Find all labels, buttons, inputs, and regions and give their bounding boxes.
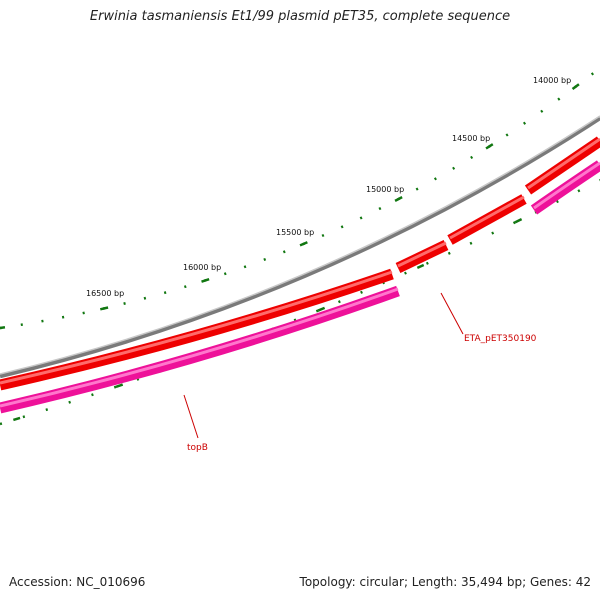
forward-gene-eta — [395, 240, 449, 273]
forward-gene-3-highlight — [449, 195, 525, 240]
map-title: Erwinia tasmaniensis Et1/99 plasmid pET3… — [89, 9, 511, 24]
scale-label-16500: 16500 bp — [86, 289, 124, 298]
forward-gene-3 — [447, 194, 527, 245]
reverse-gene-2 — [530, 160, 600, 215]
forward-gene-4 — [524, 136, 600, 195]
scale-label-14500: 14500 bp — [452, 134, 490, 143]
reverse-gene-topB — [0, 285, 400, 414]
topb-callout-line — [183, 394, 199, 439]
scale-label-14000: 14000 bp — [533, 76, 571, 85]
scale-label-15000: 15000 bp — [366, 185, 404, 194]
reverse-gene-2-highlight — [533, 161, 600, 210]
scale-label-16000: 16000 bp — [183, 263, 221, 272]
backbone — [0, 116, 600, 379]
backbone-highlight — [0, 115, 600, 375]
inner-tick-ring-major — [0, 178, 600, 426]
gene-label-eta: ETA_pET350190 — [464, 334, 537, 344]
forward-gene-1-highlight — [0, 270, 393, 385]
reverse-gene-topB-highlight — [0, 287, 399, 408]
gene-label-topb: topB — [187, 443, 208, 453]
sequence-stats: Topology: circular; Length: 35,494 bp; G… — [299, 575, 591, 589]
forward-gene-eta-highlight — [397, 241, 447, 268]
forward-gene-4-highlight — [527, 137, 600, 190]
forward-gene-1 — [0, 268, 394, 391]
scale-label-15500: 15500 bp — [276, 228, 314, 237]
eta-callout-line — [440, 292, 464, 335]
accession-text: Accession: NC_010696 — [9, 575, 146, 589]
